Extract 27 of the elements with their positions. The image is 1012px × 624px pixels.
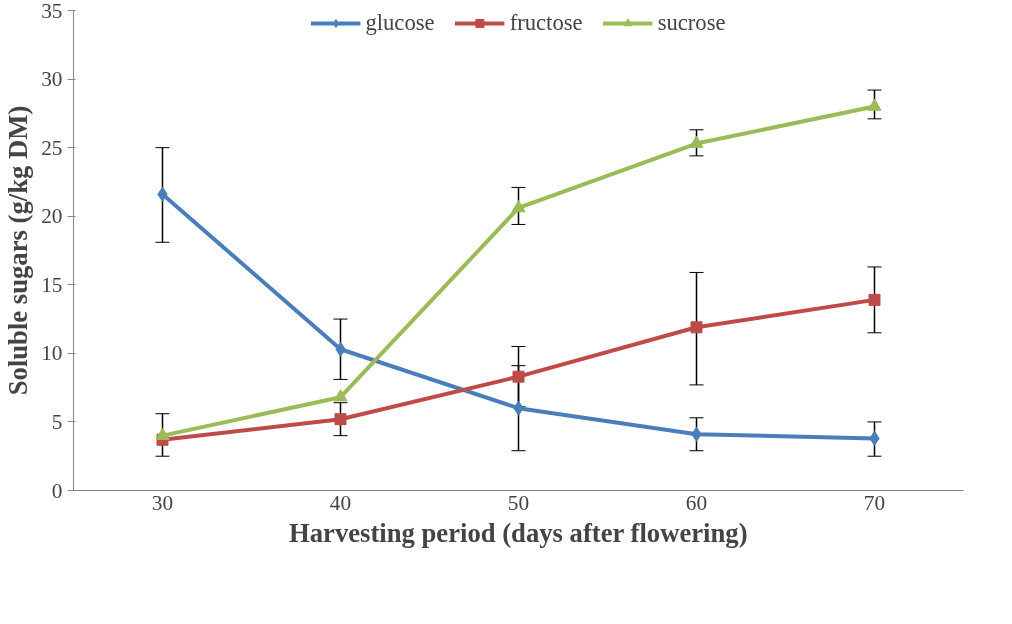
y-tick-label: 15 xyxy=(41,272,63,297)
x-tick-label: 30 xyxy=(151,490,174,515)
point xyxy=(689,135,704,148)
y-tick-label: 35 xyxy=(41,0,63,23)
point xyxy=(867,98,882,111)
x-tick-label: 60 xyxy=(685,490,708,515)
point xyxy=(690,321,703,334)
y-axis-title: Soluble sugars (g/kg DM) xyxy=(3,105,34,396)
point xyxy=(512,370,525,383)
legend-label: glucose xyxy=(365,10,435,36)
y-tick-label: 30 xyxy=(41,67,63,92)
point xyxy=(511,199,526,213)
y-tick-label: 20 xyxy=(41,204,63,229)
x-tick-label: 50 xyxy=(507,490,530,515)
legend-label: fructose xyxy=(509,10,583,36)
x-tick-label: 70 xyxy=(863,490,886,515)
y-tick-label: 5 xyxy=(51,409,63,434)
x-axis-title: Harvesting period (days after flowering) xyxy=(289,517,748,548)
point xyxy=(334,413,347,426)
point xyxy=(155,427,170,440)
y-tick-label: 10 xyxy=(41,341,63,366)
y-tick-label: 25 xyxy=(41,135,63,160)
x-tick-label: 40 xyxy=(329,490,352,515)
point xyxy=(868,293,881,306)
point xyxy=(333,389,348,402)
legend-label: sucrose xyxy=(657,10,726,36)
y-tick-label: 0 xyxy=(51,478,63,503)
